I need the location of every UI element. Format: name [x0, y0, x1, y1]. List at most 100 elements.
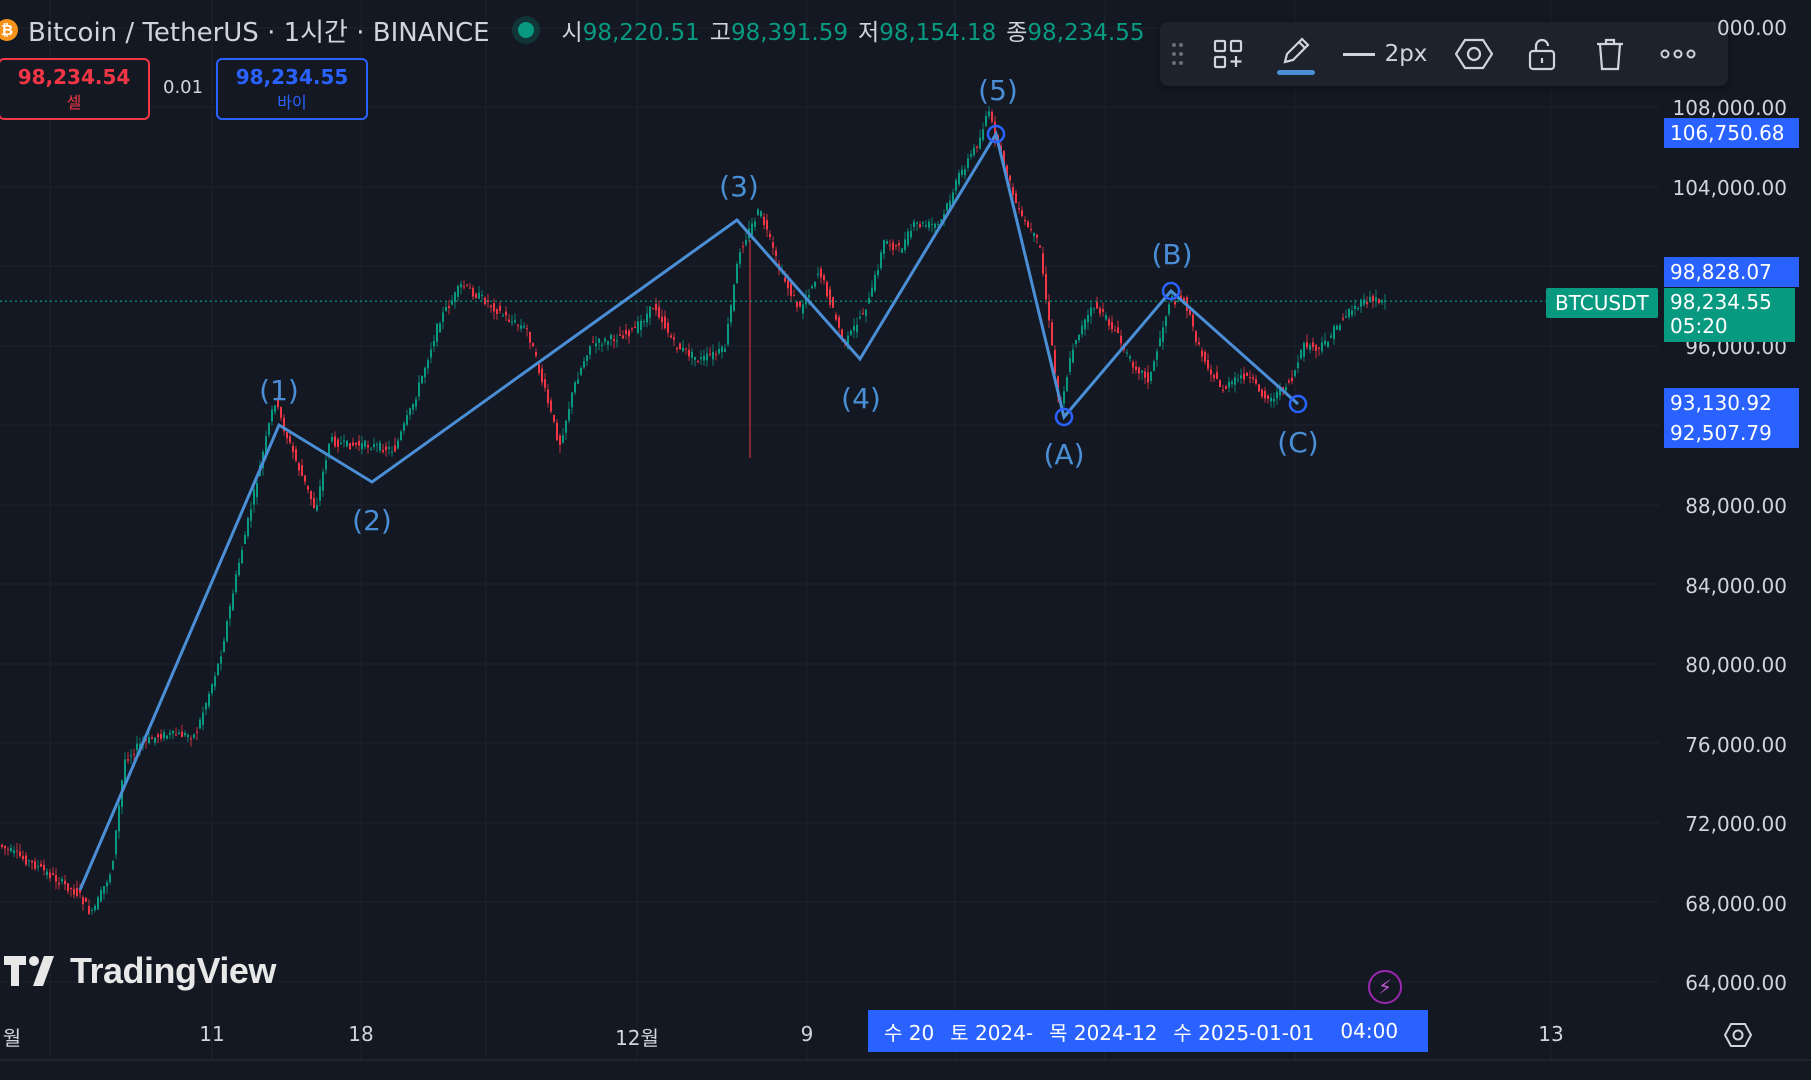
- candle-body: [661, 316, 663, 323]
- sell-button[interactable]: 98,234.54 셀: [0, 58, 150, 120]
- candle-body: [406, 415, 408, 425]
- candle-body: [469, 287, 471, 289]
- pencil-icon[interactable]: [1262, 22, 1330, 86]
- candle-body: [721, 346, 723, 353]
- chart-settings-icon[interactable]: [1723, 1022, 1753, 1052]
- candle-body: [1225, 386, 1227, 389]
- candle-body: [1204, 351, 1206, 362]
- unlock-icon[interactable]: [1508, 22, 1576, 86]
- elliott-wave-drawing[interactable]: (1) (2) (3) (4) (5) (A) (B) (C): [78, 74, 1319, 891]
- candle-body: [10, 847, 12, 852]
- price-tag-wave-5[interactable]: 106,750.68: [1664, 118, 1799, 148]
- candle-body: [1231, 381, 1233, 385]
- candle-body: [520, 325, 522, 329]
- candle-body: [205, 702, 207, 710]
- candle-body: [1129, 356, 1131, 359]
- candle-body: [103, 886, 105, 894]
- candle-body: [619, 334, 621, 336]
- drag-handle-icon[interactable]: [1160, 22, 1194, 86]
- price-tag-wave-b[interactable]: 98,828.07: [1664, 257, 1799, 287]
- candle-body: [109, 874, 111, 883]
- candle-body: [1237, 379, 1239, 381]
- candle-body: [712, 351, 714, 360]
- market-status-icon[interactable]: [517, 22, 534, 38]
- candle-body: [991, 111, 993, 122]
- wave-anchor-handle[interactable]: [986, 124, 1006, 144]
- wave-anchor-handle[interactable]: [1288, 394, 1308, 414]
- candle-body: [340, 442, 342, 445]
- candle-body: [40, 863, 42, 867]
- candle-body: [37, 866, 39, 868]
- tradingview-logo[interactable]: TradingView: [4, 950, 276, 992]
- wave-anchor-handle[interactable]: [1054, 407, 1074, 427]
- candle-body: [400, 431, 402, 440]
- candle-body: [67, 883, 69, 892]
- wave-anchor-handle[interactable]: [1161, 281, 1181, 301]
- price-tag-wave-a[interactable]: 92,507.79: [1664, 418, 1799, 448]
- wave-line[interactable]: [78, 130, 1299, 891]
- candle-body: [391, 451, 393, 453]
- candle-body: [49, 872, 51, 879]
- candle-body: [757, 209, 759, 216]
- lightning-icon[interactable]: ⚡: [1368, 970, 1402, 1004]
- candle-body: [667, 322, 669, 333]
- price-tag-wave-c[interactable]: 93,130.92: [1664, 388, 1799, 418]
- buy-button[interactable]: 98,234.55 바이: [216, 58, 368, 120]
- candle-body: [706, 353, 708, 361]
- candle-body: [826, 281, 828, 297]
- candle-body: [1246, 372, 1248, 376]
- candle-body: [1165, 316, 1167, 327]
- candle-body: [16, 850, 18, 852]
- wave-label: (2): [352, 504, 392, 537]
- trash-icon[interactable]: [1576, 22, 1644, 86]
- price-axis-area[interactable]: [1660, 0, 1811, 1000]
- candle-body: [28, 860, 30, 862]
- wave-label: (5): [978, 74, 1018, 107]
- price-tick: 72,000.00: [1685, 812, 1787, 836]
- candle-body: [517, 324, 519, 326]
- candle-body: [325, 460, 327, 470]
- candle-body: [652, 308, 654, 310]
- candle-body: [1201, 350, 1203, 357]
- candle-body: [1168, 304, 1170, 315]
- add-to-favorites-icon[interactable]: [1194, 22, 1262, 86]
- candle-body: [1177, 301, 1179, 303]
- candle-body: [631, 328, 633, 330]
- candle-body: [277, 397, 279, 408]
- candle-body: [1150, 371, 1152, 381]
- candle-body: [940, 219, 942, 222]
- candle-body: [1213, 375, 1215, 379]
- drawing-time-range[interactable]: 수 20 토 2024- 목 2024-12 수 2025-01-01 04:0…: [868, 1010, 1428, 1052]
- candle-body: [124, 759, 126, 783]
- sell-label: 셀: [66, 93, 82, 112]
- candle-body: [838, 317, 840, 328]
- candle-body: [1318, 347, 1320, 349]
- candle-body: [58, 882, 60, 885]
- symbol-title[interactable]: Bitcoin / TetherUS · 1시간 · BINANCE: [28, 17, 490, 48]
- candle-body: [403, 423, 405, 431]
- candle-body: [904, 239, 906, 251]
- bitcoin-coin-icon: ₿: [0, 19, 18, 41]
- candle-body: [523, 325, 525, 328]
- settings-hex-icon[interactable]: [1440, 22, 1508, 86]
- candle-body: [628, 330, 630, 337]
- candle-body: [1120, 335, 1122, 344]
- candle-body: [493, 303, 495, 312]
- line-style-button[interactable]: 2px: [1330, 22, 1440, 86]
- candle-body: [280, 407, 282, 418]
- candle-body: [574, 382, 576, 393]
- candle-body: [508, 319, 510, 322]
- candle-body: [1102, 309, 1104, 312]
- candle-body: [1351, 310, 1353, 316]
- candle-body: [886, 241, 888, 244]
- close-value: 98,234.55: [1027, 20, 1145, 46]
- candle-body: [1099, 308, 1101, 314]
- candle-body: [1270, 397, 1272, 402]
- candle-body: [256, 482, 258, 498]
- candle-body: [835, 314, 837, 320]
- chart-grid: [0, 0, 1660, 1060]
- more-icon[interactable]: [1644, 22, 1712, 86]
- candle-body: [475, 293, 477, 298]
- candle-body: [691, 351, 693, 358]
